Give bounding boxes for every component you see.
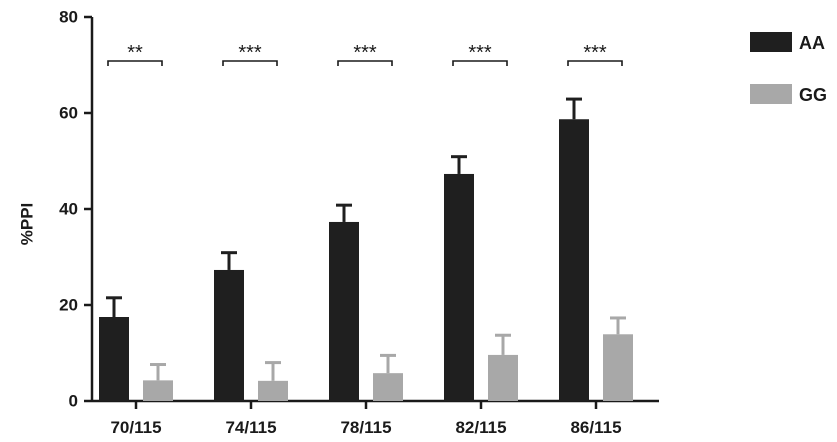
y-tick-label: 80 (59, 7, 78, 26)
bar-aa (444, 173, 474, 401)
bar-gg (373, 373, 403, 401)
x-tick-label: 86/115 (570, 418, 621, 437)
legend-label-gg: GG (799, 85, 827, 105)
legend: AA GG (750, 32, 827, 105)
significance-bracket (567, 60, 623, 66)
legend-swatch-aa (750, 32, 792, 52)
bar-gg (603, 334, 633, 401)
y-tick-label: 60 (59, 103, 78, 122)
x-tick-label: 70/115 (110, 418, 161, 437)
significance-bracket (337, 60, 393, 66)
significance-bracket (452, 60, 508, 66)
bar-gg (488, 354, 518, 401)
significance-label: *** (238, 42, 262, 64)
bar-gg (258, 380, 288, 401)
plot-area: 0 20 40 60 80 70/115 ** 74/115 *** 78/115 *** 82/11… (59, 7, 659, 437)
legend-label-aa: AA (799, 33, 825, 53)
significance-label: *** (353, 42, 377, 64)
x-tick-label: 74/115 (225, 418, 276, 437)
significance-bracket (107, 60, 163, 66)
x-tick-label: 78/115 (340, 418, 391, 437)
bar-aa (329, 221, 359, 401)
y-tick-label: 20 (59, 295, 78, 314)
significance-label: *** (468, 42, 492, 64)
significance-label: *** (583, 42, 607, 64)
y-tick-label: 40 (59, 199, 78, 218)
legend-swatch-gg (750, 84, 792, 104)
y-tick-label: 0 (69, 391, 78, 410)
y-axis-title: %PPI (17, 203, 36, 246)
x-tick-label: 82/115 (455, 418, 506, 437)
significance-bracket (222, 60, 278, 66)
bar-aa (99, 317, 129, 401)
bar-gg (143, 380, 173, 401)
bar-aa (559, 119, 589, 402)
significance-label: ** (127, 42, 143, 64)
bar-aa (214, 269, 244, 401)
